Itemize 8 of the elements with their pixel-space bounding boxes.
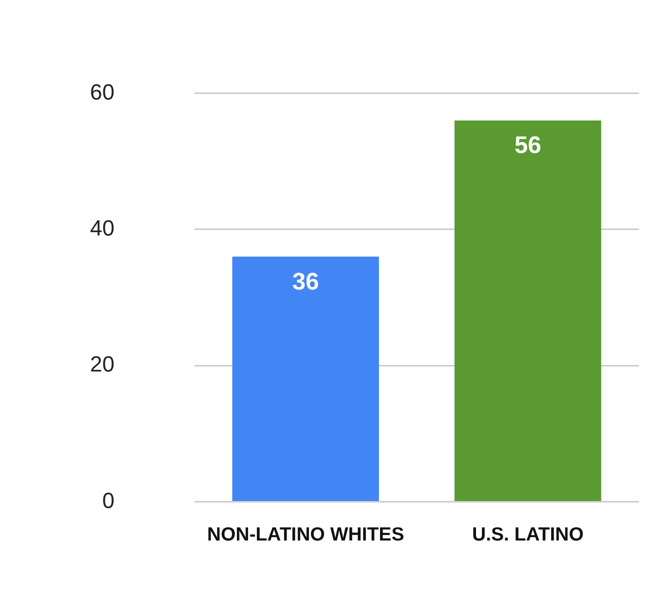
data-label: 56	[514, 132, 542, 160]
y-tick-label: 60	[90, 79, 114, 104]
x-tick-label: NON-LATINO WHITES	[207, 524, 404, 546]
y-tick-label: 0	[102, 488, 114, 513]
y-tick-label: 40	[90, 215, 114, 240]
y-tick-label: 20	[90, 352, 114, 377]
data-label: 36	[292, 268, 319, 296]
x-tick-label: U.S. LATINO	[472, 524, 584, 546]
